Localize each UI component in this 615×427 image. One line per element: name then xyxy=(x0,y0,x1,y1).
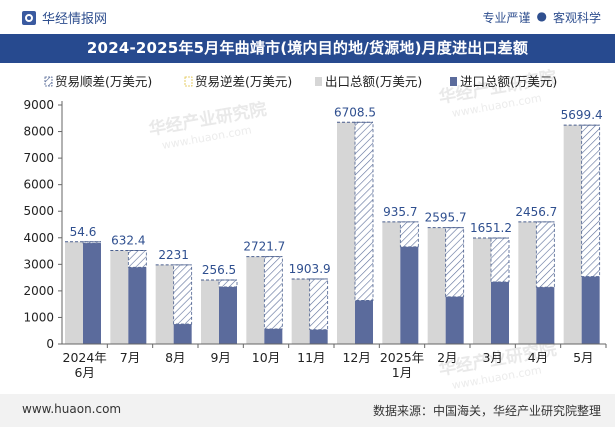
surplus-segment xyxy=(82,241,102,244)
surplus-segment xyxy=(173,264,193,325)
legend-label-deficit: 贸易逆差(万美元) xyxy=(195,74,292,89)
surplus-segment xyxy=(399,221,419,248)
balance-data-label: 935.7 xyxy=(383,205,417,219)
export-bar xyxy=(201,280,219,344)
y-tick-label: 5000 xyxy=(23,204,54,218)
import-bar xyxy=(581,276,600,344)
x-tick-label: 11月 xyxy=(297,350,325,365)
title-bar: 2024-2025年5月年曲靖市(境内目的地/货源地)月度进出口差额 xyxy=(0,34,615,63)
export-bar xyxy=(155,264,174,344)
x-tick-label: 8月 xyxy=(165,350,185,365)
surplus-segment xyxy=(581,124,601,277)
y-tick-label: 3000 xyxy=(23,257,54,271)
import-bar xyxy=(83,243,101,344)
import-bar xyxy=(355,300,373,344)
chart-title: 2024-2025年5月年曲靖市(境内目的地/货源地)月度进出口差额 xyxy=(86,39,529,57)
x-tick-label: 10月 xyxy=(252,350,280,365)
surplus-segment xyxy=(127,250,147,268)
import-bar xyxy=(491,281,509,344)
x-tick-label: 4月 xyxy=(528,350,548,365)
balance-data-label: 632.4 xyxy=(111,234,145,248)
balance-data-label: 2721.7 xyxy=(243,240,285,254)
balance-data-label: 1651.2 xyxy=(470,221,512,235)
export-bar xyxy=(382,221,401,344)
x-tick-label: 1月 xyxy=(392,365,412,380)
export-bar xyxy=(65,241,83,344)
export-bar xyxy=(473,238,491,344)
top-bar: 华经情报网 专业严谨 ● 客观科学 xyxy=(0,0,615,34)
import-bar xyxy=(400,246,419,344)
balance-data-label: 2595.7 xyxy=(425,211,467,225)
surplus-segment xyxy=(354,121,374,301)
footer-website: www.huaon.com xyxy=(22,402,122,416)
x-tick-label: 7月 xyxy=(120,350,140,365)
legend-swatch-import xyxy=(450,77,457,86)
surplus-segment xyxy=(445,227,465,298)
x-tick-label: 2月 xyxy=(437,350,457,365)
import-bar xyxy=(309,329,328,344)
import-bar xyxy=(536,287,555,344)
chart-area: 华经产业研究院www.huaon.com华经产业研究院www.huaon.com… xyxy=(23,67,607,392)
y-tick-label: 8000 xyxy=(23,125,54,139)
footer-source: 数据来源：中国海关，华经产业研究院整理 xyxy=(372,404,601,418)
x-tick-label: 12月 xyxy=(342,350,370,365)
export-bar xyxy=(427,227,446,344)
surplus-segment xyxy=(218,279,238,288)
export-bar xyxy=(110,250,129,344)
balance-data-label: 2456.7 xyxy=(515,205,557,219)
import-bar xyxy=(173,324,192,344)
surplus-segment xyxy=(535,221,555,288)
y-tick-label: 6000 xyxy=(23,178,54,192)
import-bar xyxy=(445,296,464,344)
y-tick-label: 4000 xyxy=(23,231,54,245)
x-tick-label: 9月 xyxy=(210,350,230,365)
x-tick-label: 2025年 xyxy=(380,350,424,365)
x-tick-label: 5月 xyxy=(573,350,593,365)
legend-swatch-deficit xyxy=(184,76,193,87)
tag-objective: 客观科学 xyxy=(552,11,601,25)
export-bar xyxy=(337,122,355,344)
x-tick-label: 2024年 xyxy=(63,350,107,365)
x-tick-label: 3月 xyxy=(482,350,502,365)
surplus-segment xyxy=(490,237,510,283)
brand: 华经情报网 xyxy=(22,8,107,27)
y-tick-label: 9000 xyxy=(23,98,54,112)
footer: www.huaon.com 数据来源：中国海关，华经产业研究院整理 xyxy=(0,394,615,427)
balance-data-label: 54.6 xyxy=(70,225,97,239)
legend-label-surplus: 贸易顺差(万美元) xyxy=(55,74,152,89)
tag-professional: 专业严谨 xyxy=(482,11,531,25)
export-bar xyxy=(563,125,582,344)
brand-name: 华经情报网 xyxy=(42,12,108,27)
balance-data-label: 6708.5 xyxy=(334,105,376,119)
balance-data-label: 256.5 xyxy=(202,263,236,277)
x-tick-label: 6月 xyxy=(74,365,94,380)
balance-data-label: 1903.9 xyxy=(289,262,331,276)
export-bar xyxy=(518,221,537,344)
y-tick-label: 7000 xyxy=(23,151,54,165)
header-tags: 专业严谨 ● 客观科学 xyxy=(482,9,601,26)
export-bar xyxy=(246,256,265,344)
legend-swatch-surplus xyxy=(44,76,53,87)
import-bar xyxy=(128,267,147,344)
y-tick-label: 2000 xyxy=(23,284,54,298)
surplus-segment xyxy=(309,278,329,331)
legend-label-export: 出口总额(万美元) xyxy=(325,74,422,89)
import-bar xyxy=(219,286,237,344)
legend-swatch-export xyxy=(315,77,322,86)
surplus-segment xyxy=(263,256,283,330)
balance-data-label: 2231 xyxy=(158,248,189,262)
y-tick-label: 0 xyxy=(46,337,54,351)
brand-logo-icon xyxy=(22,10,36,25)
balance-data-label: 5699.4 xyxy=(561,108,603,122)
import-bar xyxy=(264,328,283,344)
legend-label-import: 进口总额(万美元) xyxy=(460,74,557,89)
tag-separator: ● xyxy=(536,9,547,23)
export-bar xyxy=(291,278,310,344)
y-tick-label: 1000 xyxy=(23,310,54,324)
